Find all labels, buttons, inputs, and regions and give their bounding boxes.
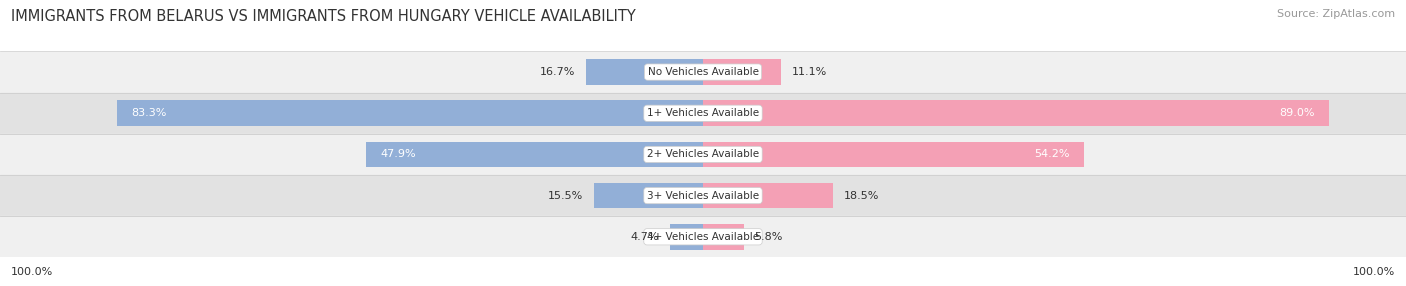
Text: 11.1%: 11.1%: [792, 67, 827, 77]
Text: 4+ Vehicles Available: 4+ Vehicles Available: [647, 232, 759, 242]
Text: IMMIGRANTS FROM BELARUS VS IMMIGRANTS FROM HUNGARY VEHICLE AVAILABILITY: IMMIGRANTS FROM BELARUS VS IMMIGRANTS FR…: [11, 9, 636, 23]
Text: 47.9%: 47.9%: [380, 150, 416, 159]
Bar: [593, 183, 703, 208]
Bar: [703, 183, 832, 208]
Bar: [0, 175, 1406, 216]
Text: 4.7%: 4.7%: [631, 232, 659, 242]
Text: 15.5%: 15.5%: [548, 191, 583, 200]
Text: 3+ Vehicles Available: 3+ Vehicles Available: [647, 191, 759, 200]
Bar: [703, 100, 1329, 126]
Text: 54.2%: 54.2%: [1035, 150, 1070, 159]
Bar: [366, 142, 703, 167]
Bar: [703, 142, 1084, 167]
Text: 16.7%: 16.7%: [540, 67, 575, 77]
Text: 1+ Vehicles Available: 1+ Vehicles Available: [647, 108, 759, 118]
Bar: [671, 224, 703, 250]
Text: 5.8%: 5.8%: [754, 232, 783, 242]
Bar: [0, 216, 1406, 257]
Bar: [586, 59, 703, 85]
Text: 83.3%: 83.3%: [132, 108, 167, 118]
Text: 100.0%: 100.0%: [1353, 267, 1395, 277]
Bar: [0, 93, 1406, 134]
Bar: [118, 100, 703, 126]
Bar: [703, 224, 744, 250]
Text: No Vehicles Available: No Vehicles Available: [648, 67, 758, 77]
Bar: [703, 59, 782, 85]
Bar: [0, 134, 1406, 175]
Bar: [0, 51, 1406, 93]
Text: Source: ZipAtlas.com: Source: ZipAtlas.com: [1277, 9, 1395, 19]
Text: 89.0%: 89.0%: [1279, 108, 1315, 118]
Text: 100.0%: 100.0%: [11, 267, 53, 277]
Text: 2+ Vehicles Available: 2+ Vehicles Available: [647, 150, 759, 159]
Text: 18.5%: 18.5%: [844, 191, 879, 200]
